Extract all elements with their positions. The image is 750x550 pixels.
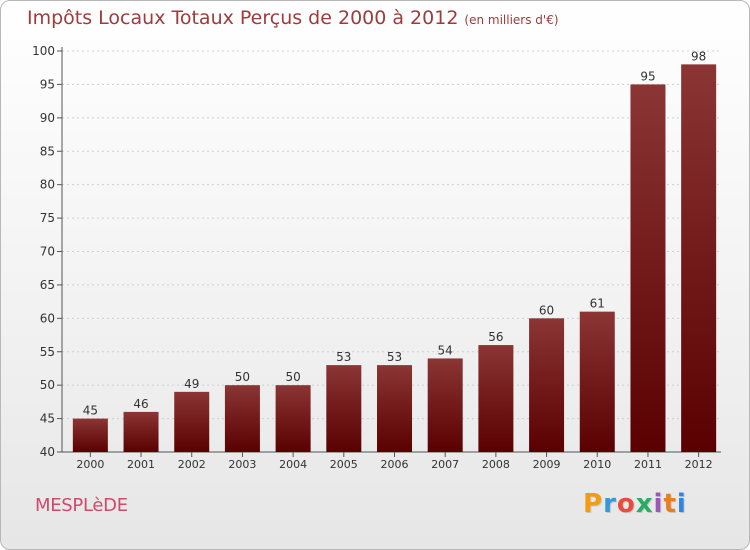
bar-value-label: 53 bbox=[336, 350, 351, 364]
y-tick-label: 40 bbox=[40, 445, 55, 459]
x-tick-label: 2010 bbox=[583, 458, 611, 471]
bar-value-label: 60 bbox=[539, 303, 554, 317]
logo-letter: i bbox=[676, 489, 687, 519]
bar bbox=[579, 311, 615, 452]
bar-value-label: 50 bbox=[285, 370, 300, 384]
x-tick-label: 2000 bbox=[76, 458, 104, 471]
logo-letter: r bbox=[603, 489, 617, 519]
y-tick-label: 45 bbox=[40, 412, 55, 426]
bar bbox=[427, 358, 463, 452]
y-tick-label: 95 bbox=[40, 77, 55, 91]
y-tick-labels: 40 45 50 55 60 65 70 75 80 85 90 95 100 bbox=[32, 44, 55, 459]
x-tick-label: 2001 bbox=[127, 458, 155, 471]
bar bbox=[630, 84, 666, 453]
x-tick-label: 2004 bbox=[279, 458, 307, 471]
y-tick-label: 60 bbox=[40, 311, 55, 325]
bar bbox=[529, 318, 565, 452]
bar-value-label: 56 bbox=[488, 330, 503, 344]
x-tick-label: 2005 bbox=[330, 458, 358, 471]
y-tick-label: 80 bbox=[40, 178, 55, 192]
y-tick-label: 70 bbox=[40, 245, 55, 259]
y-tick-label: 85 bbox=[40, 144, 55, 158]
y-tick-label: 100 bbox=[32, 44, 55, 58]
bar bbox=[377, 365, 412, 452]
bar bbox=[275, 385, 311, 452]
bar-value-label: 54 bbox=[438, 343, 453, 357]
x-tick-label: 2011 bbox=[634, 458, 662, 471]
logo-letter: i bbox=[653, 489, 664, 519]
bar-value-label: 46 bbox=[133, 397, 148, 411]
y-tick-label: 90 bbox=[40, 111, 55, 125]
bar bbox=[478, 345, 514, 452]
y-tick-label: 75 bbox=[40, 211, 55, 225]
logo-letter: x bbox=[635, 489, 654, 519]
bar-value-label: 50 bbox=[235, 370, 250, 384]
x-tick-label: 2008 bbox=[482, 458, 510, 471]
bar bbox=[224, 385, 260, 452]
bar-value-label: 49 bbox=[184, 377, 199, 391]
data-labels: 45 46 49 50 50 53 53 54 56 60 61 95 98 bbox=[83, 49, 707, 417]
x-tick-label: 2006 bbox=[381, 458, 409, 471]
x-tick-label: 2002 bbox=[178, 458, 206, 471]
proxiti-logo[interactable]: Proxiti bbox=[583, 489, 687, 519]
bar-value-label: 45 bbox=[83, 404, 98, 418]
bar bbox=[123, 411, 159, 452]
x-tick-label: 2009 bbox=[533, 458, 561, 471]
bar bbox=[326, 365, 362, 452]
logo-letter: o bbox=[616, 489, 636, 519]
chart-title: Impôts Locaux Totaux Perçus de 2000 à 20… bbox=[27, 7, 559, 29]
y-tick-label: 65 bbox=[40, 278, 55, 292]
x-tick-label: 2012 bbox=[685, 458, 713, 471]
x-tick-labels: 2000 2001 2002 2003 2004 2005 2006 2007 2008 2009… bbox=[76, 458, 712, 471]
logo-letter: t bbox=[663, 489, 677, 519]
chart-subtitle: (en milliers d'€) bbox=[464, 13, 559, 27]
bar bbox=[681, 64, 717, 452]
bar-value-label: 53 bbox=[387, 350, 402, 364]
y-tick-label: 50 bbox=[40, 378, 55, 392]
commune-name: MESPLèDE bbox=[35, 495, 128, 516]
bars bbox=[72, 64, 717, 453]
bar bbox=[174, 391, 210, 452]
bar bbox=[72, 418, 108, 452]
bar-value-label: 95 bbox=[640, 69, 655, 83]
logo-letter: P bbox=[583, 489, 604, 519]
y-tick-label: 55 bbox=[40, 345, 55, 359]
chart-title-text: Impôts Locaux Totaux Perçus de 2000 à 20… bbox=[27, 7, 459, 29]
bar-value-label: 98 bbox=[691, 49, 706, 63]
x-tick-label: 2003 bbox=[228, 458, 256, 471]
x-tick-label: 2007 bbox=[431, 458, 459, 471]
bar-value-label: 61 bbox=[590, 297, 605, 311]
